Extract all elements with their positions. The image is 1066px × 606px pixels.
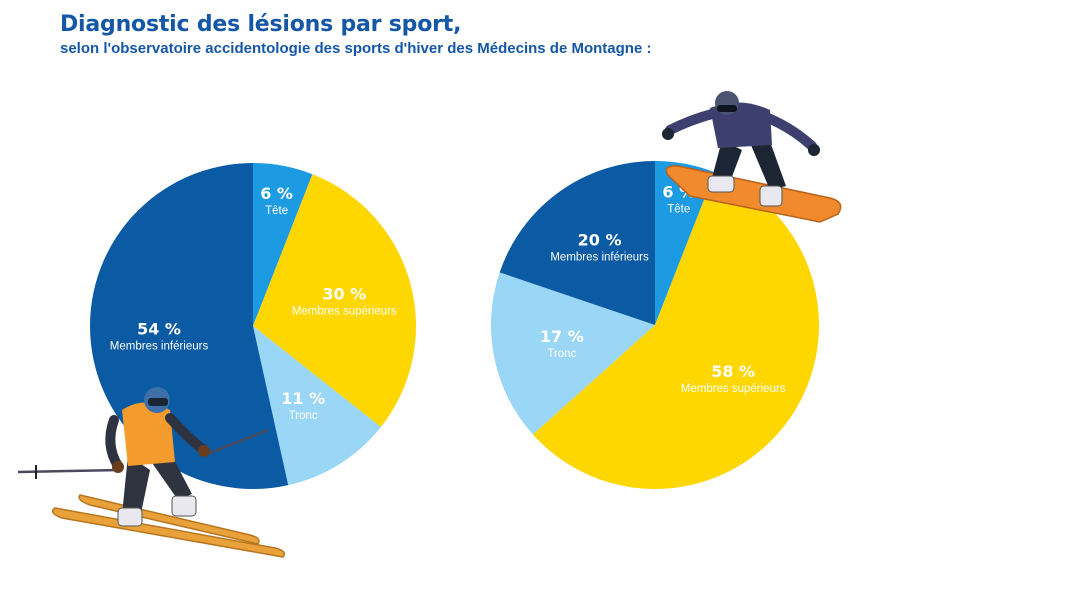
ski-pie-chart: 6 % Tête 30 % Membres supérieurs 11 % Tronc 54… (89, 163, 416, 490)
snowboard-slice-tronc (491, 272, 655, 435)
snowboard-label-tronc: Tronc (547, 348, 576, 360)
ski-slice-tete (253, 163, 313, 326)
ski-label-tete: Tête (265, 205, 288, 217)
ski-label-membres-superieurs: Membres supérieurs (292, 305, 397, 317)
snowboard-slice-membres-superieurs (532, 172, 820, 490)
snowboard-label-membres-inferieurs: Membres inférieurs (550, 252, 649, 264)
snowboard-label-tete: Tête (667, 203, 690, 215)
snowboard-pct-membres-inferieurs: 20 % (578, 231, 622, 250)
snowboard-slice-tete (655, 161, 715, 325)
ski-pct-tronc: 11 % (281, 389, 325, 408)
ski-slice-membres-superieurs (253, 174, 416, 428)
snowboarder-illustration (662, 91, 842, 223)
skier-illustration (17, 387, 286, 558)
page-title: Diagnostic des lésions par sport, (60, 12, 462, 37)
ski-pct-tete: 6 % (260, 184, 293, 203)
ski-label-tronc: Tronc (289, 410, 318, 422)
snowboard-pct-tronc: 17 % (540, 327, 584, 346)
snowboard-pct-membres-superieurs: 58 % (711, 362, 755, 381)
ski-pct-membres-superieurs: 30 % (322, 284, 366, 303)
snowboard-slice-membres-inferieurs (499, 161, 655, 325)
ski-pct-membres-inferieurs: 54 % (137, 319, 181, 338)
page-subtitle: selon l'observatoire accidentologie des … (60, 40, 652, 57)
snowboard-label-membres-superieurs: Membres supérieurs (681, 383, 786, 395)
ski-slice-tronc (253, 326, 381, 486)
ski-label-membres-inferieurs: Membres inférieurs (110, 340, 209, 352)
